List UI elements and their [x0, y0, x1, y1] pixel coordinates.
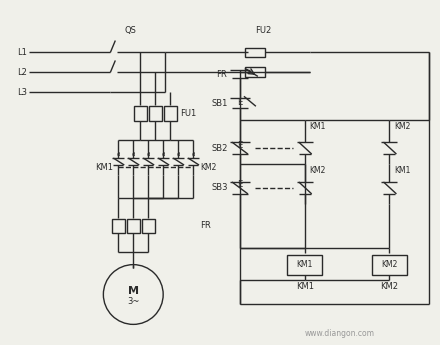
Text: KM2: KM2 [394, 122, 411, 131]
Bar [142, 219, 155, 233]
Text: KM1: KM1 [310, 122, 326, 131]
Text: www.diangon.com: www.diangon.com [304, 329, 374, 338]
Bar [372, 255, 407, 275]
Text: d: d [191, 151, 195, 157]
Text: L3: L3 [17, 88, 27, 97]
Text: E: E [237, 180, 242, 189]
Text: KM1: KM1 [95, 162, 114, 171]
Text: FU2: FU2 [255, 26, 271, 35]
Text: L1: L1 [17, 48, 26, 57]
Text: SB3: SB3 [212, 184, 228, 193]
Bar [245, 67, 265, 77]
Text: d: d [132, 151, 135, 157]
Text: E: E [237, 98, 242, 107]
Text: KM1: KM1 [297, 260, 313, 269]
Text: d: d [147, 151, 150, 157]
Bar [127, 219, 140, 233]
Text: KM1: KM1 [296, 282, 314, 291]
Text: SB1: SB1 [212, 99, 228, 108]
Text: d: d [117, 151, 120, 157]
Text: KM2: KM2 [381, 260, 398, 269]
Bar [287, 255, 322, 275]
Bar [164, 106, 176, 121]
Bar [112, 219, 125, 233]
Text: 3~: 3~ [127, 297, 139, 306]
Text: d: d [176, 151, 180, 157]
Text: E: E [237, 141, 242, 150]
Bar [245, 48, 265, 58]
Text: L2: L2 [17, 68, 26, 77]
Text: M: M [128, 286, 139, 296]
Text: SB2: SB2 [212, 144, 228, 152]
Text: KM2: KM2 [310, 166, 326, 175]
Text: d: d [161, 151, 165, 157]
Text: KM1: KM1 [394, 166, 411, 175]
Text: KM2: KM2 [381, 282, 399, 291]
Text: QS: QS [125, 26, 136, 35]
Text: FR: FR [200, 221, 211, 230]
Bar [149, 106, 161, 121]
Text: FU1: FU1 [180, 109, 196, 118]
Text: FR: FR [216, 70, 227, 79]
Bar [134, 106, 147, 121]
Text: KM2: KM2 [200, 162, 216, 171]
